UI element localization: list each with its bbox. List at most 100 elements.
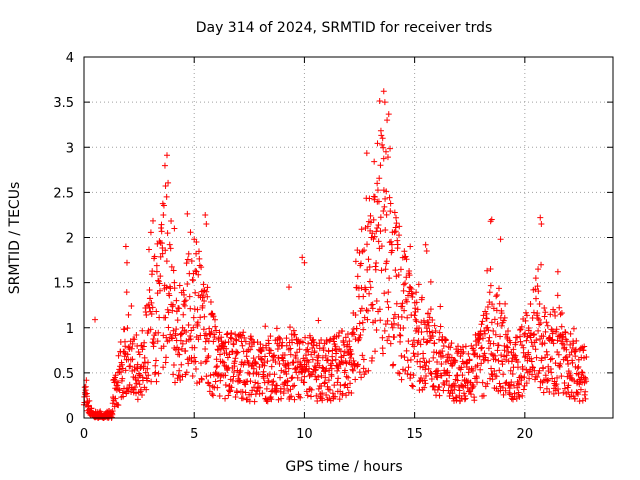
data-point [350, 331, 357, 338]
data-point [575, 391, 582, 398]
data-point [395, 271, 402, 278]
data-point [530, 309, 537, 316]
data-point [379, 345, 386, 352]
data-point [385, 111, 392, 118]
data-point [550, 340, 557, 347]
data-point [203, 288, 210, 295]
data-point [294, 374, 301, 381]
data-point [554, 268, 561, 275]
data-point [418, 328, 425, 335]
data-point [509, 370, 516, 377]
data-point [540, 365, 547, 372]
data-point [160, 343, 167, 350]
data-point [470, 383, 477, 390]
data-point [291, 382, 298, 389]
data-point [544, 378, 551, 385]
data-point [382, 266, 389, 273]
data-point [222, 372, 229, 379]
data-point [506, 385, 513, 392]
data-point [495, 357, 502, 364]
data-point [535, 288, 542, 295]
data-point [502, 387, 509, 394]
data-point [128, 303, 135, 310]
data-point [358, 374, 365, 381]
data-point [393, 300, 400, 307]
data-point [182, 297, 189, 304]
data-point [460, 390, 467, 397]
data-point [445, 343, 452, 350]
data-point [193, 380, 200, 387]
data-point [263, 385, 270, 392]
data-point [167, 331, 174, 338]
data-point [272, 359, 279, 366]
data-point [388, 241, 395, 248]
data-point [400, 281, 407, 288]
data-point [500, 317, 507, 324]
data-point [575, 363, 582, 370]
data-point [139, 327, 146, 334]
data-point [263, 344, 270, 351]
data-point [360, 293, 367, 300]
data-point [373, 327, 380, 334]
data-point [379, 334, 386, 341]
data-point [405, 292, 412, 299]
data-point [152, 369, 159, 376]
data-point [371, 193, 378, 200]
data-point [357, 331, 364, 338]
data-point [452, 382, 459, 389]
data-point [474, 362, 481, 369]
data-point [119, 375, 126, 382]
data-point [163, 258, 170, 265]
data-point [516, 393, 523, 400]
data-point [553, 326, 560, 333]
data-point [539, 379, 546, 386]
data-point [396, 331, 403, 338]
data-point [381, 203, 388, 210]
data-point [567, 372, 574, 379]
data-point [577, 386, 584, 393]
data-point [354, 273, 361, 280]
data-point [276, 360, 283, 367]
data-point [580, 347, 587, 354]
data-point [343, 360, 350, 367]
data-point [512, 339, 519, 346]
data-point [417, 341, 424, 348]
data-point [415, 281, 422, 288]
data-point [121, 353, 128, 360]
data-point [211, 334, 218, 341]
data-point [312, 373, 319, 380]
data-point [250, 365, 257, 372]
data-point [374, 187, 381, 194]
data-point [234, 349, 241, 356]
data-point [358, 305, 365, 312]
data-point [265, 340, 272, 347]
data-point [287, 324, 294, 331]
data-point [154, 338, 161, 345]
data-point [565, 382, 572, 389]
data-point [426, 358, 433, 365]
data-point [293, 349, 300, 356]
data-point [348, 351, 355, 358]
data-point [543, 348, 550, 355]
data-point [361, 247, 368, 254]
data-point [436, 383, 443, 390]
data-point [203, 358, 210, 365]
data-point [360, 356, 367, 363]
data-point [563, 346, 570, 353]
data-point [153, 268, 160, 275]
data-point [176, 351, 183, 358]
data-point [534, 283, 541, 290]
data-point [574, 389, 581, 396]
data-point [514, 384, 521, 391]
data-point [256, 384, 263, 391]
data-point [214, 363, 221, 370]
data-point [347, 380, 354, 387]
data-point [264, 358, 271, 365]
data-point [239, 342, 246, 349]
data-point [377, 162, 384, 169]
data-point [302, 352, 309, 359]
data-point [468, 391, 475, 398]
data-point [224, 330, 231, 337]
data-point [288, 393, 295, 400]
data-point [573, 337, 580, 344]
